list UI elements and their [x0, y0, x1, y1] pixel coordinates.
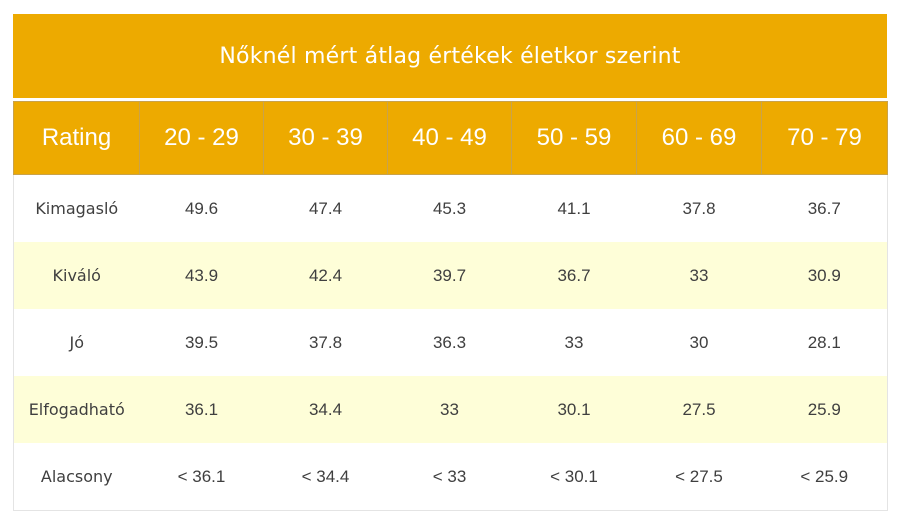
header-age-30-39: 30 - 39: [263, 101, 388, 175]
table-cell: 39.7: [387, 242, 512, 309]
table-cell: < 27.5: [636, 443, 762, 511]
title-spacer: [13, 98, 887, 101]
row-label: Jó: [13, 309, 140, 376]
table-cell: 49.6: [139, 174, 264, 242]
table-row: Kimagasló 49.6 47.4 45.3 41.1 37.8 36.7: [13, 174, 888, 242]
table-cell: 30.1: [511, 376, 637, 443]
row-label: Kiváló: [13, 242, 140, 309]
table-cell: 36.3: [387, 309, 512, 376]
table-row: Alacsony < 36.1 < 34.4 < 33 < 30.1 < 27.…: [13, 443, 888, 511]
header-age-20-29: 20 - 29: [139, 101, 264, 175]
row-label: Elfogadható: [13, 376, 140, 443]
table-cell: 37.8: [636, 174, 762, 242]
table-cell: 30.9: [761, 242, 888, 309]
table-cell: 47.4: [263, 174, 388, 242]
table-row: Kiváló 43.9 42.4 39.7 36.7 33 30.9: [13, 242, 888, 309]
table-cell: 27.5: [636, 376, 762, 443]
table-cell: 45.3: [387, 174, 512, 242]
table-cell: 36.7: [761, 174, 888, 242]
table-cell: < 33: [387, 443, 512, 511]
header-age-70-79: 70 - 79: [761, 101, 888, 175]
header-row: Rating 20 - 29 30 - 39 40 - 49 50 - 59 6…: [13, 101, 888, 175]
table-cell: 28.1: [761, 309, 888, 376]
table-cell: < 25.9: [761, 443, 888, 511]
table-cell: 36.1: [139, 376, 264, 443]
table-cell: 34.4: [263, 376, 388, 443]
header-age-50-59: 50 - 59: [511, 101, 637, 175]
table-cell: 33: [387, 376, 512, 443]
row-label: Kimagasló: [13, 174, 140, 242]
table-cell: 39.5: [139, 309, 264, 376]
table-cell: 42.4: [263, 242, 388, 309]
table-body: Kimagasló 49.6 47.4 45.3 41.1 37.8 36.7 …: [13, 174, 888, 511]
table-cell: 25.9: [761, 376, 888, 443]
table-row: Jó 39.5 37.8 36.3 33 30 28.1: [13, 309, 888, 376]
table-cell: 41.1: [511, 174, 637, 242]
header-age-40-49: 40 - 49: [387, 101, 512, 175]
table-cell: 37.8: [263, 309, 388, 376]
table-cell: 36.7: [511, 242, 637, 309]
table-header: Rating 20 - 29 30 - 39 40 - 49 50 - 59 6…: [13, 101, 888, 175]
table-cell: < 34.4: [263, 443, 388, 511]
table-cell: 33: [511, 309, 637, 376]
row-label: Alacsony: [13, 443, 140, 511]
table-cell: < 36.1: [139, 443, 264, 511]
rating-table: Rating 20 - 29 30 - 39 40 - 49 50 - 59 6…: [13, 101, 888, 511]
table-title-bar: Nőknél mért átlag értékek életkor szerin…: [13, 14, 887, 98]
table-title: Nőknél mért átlag értékek életkor szerin…: [219, 43, 681, 69]
header-rating: Rating: [13, 101, 140, 175]
header-age-60-69: 60 - 69: [636, 101, 762, 175]
table-cell: 33: [636, 242, 762, 309]
table-cell: < 30.1: [511, 443, 637, 511]
table-row: Elfogadható 36.1 34.4 33 30.1 27.5 25.9: [13, 376, 888, 443]
table-cell: 30: [636, 309, 762, 376]
table-cell: 43.9: [139, 242, 264, 309]
rating-table-container: Nőknél mért átlag értékek életkor szerin…: [13, 14, 888, 511]
